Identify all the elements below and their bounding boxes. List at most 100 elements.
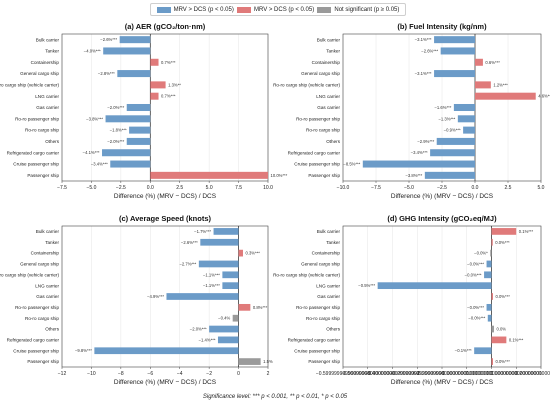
value-label: −9.8%***	[75, 348, 92, 353]
value-label: 0.0%***	[495, 359, 510, 364]
category-label: Passenger ship	[27, 359, 59, 364]
category-label: Cruise passenger ship	[294, 162, 340, 167]
value-label: −0.1%***	[455, 348, 472, 353]
bar	[440, 47, 475, 55]
value-label: −1.7%***	[194, 229, 211, 234]
bar	[238, 358, 261, 365]
x-tick-label: 0.0	[472, 185, 479, 191]
plot-frame	[61, 225, 269, 368]
value-label: 0.6%***	[485, 60, 500, 65]
x-tick-label: 2	[267, 371, 270, 377]
bar	[117, 70, 151, 78]
category-label: Ro-ro cargo ship	[306, 316, 340, 321]
value-label: 0.3%***	[245, 251, 260, 256]
bar	[475, 92, 536, 100]
bar	[105, 115, 151, 123]
category-label: Ro-ro passenger ship	[296, 305, 340, 310]
x-tick-label: 0.0	[147, 185, 154, 191]
category-label: Gas carrier	[36, 294, 59, 299]
value-label: −2.6%***	[421, 48, 438, 53]
x-tick-label: −5.0	[86, 185, 96, 191]
legend-swatch-blue	[156, 6, 171, 13]
x-tick-label: −10.0	[337, 185, 350, 191]
value-label: 10.0%***	[271, 173, 288, 178]
value-label: −0.0%***	[465, 272, 482, 277]
bar	[484, 271, 492, 279]
category-label: Passenger ship	[308, 359, 340, 364]
category-label: Ro-ro cargo ship (vehicle carrier)	[0, 82, 59, 87]
category-label: Ro-ro cargo ship	[25, 316, 59, 321]
footnote: Significance level: *** p < 0.001, ** p …	[202, 394, 348, 400]
category-label: Tanker	[326, 49, 340, 54]
x-tick-label: −0.29999999999999999	[390, 371, 445, 377]
category-label: Tanker	[326, 240, 340, 245]
bar	[102, 149, 151, 157]
value-label: −2.0%***	[107, 139, 124, 144]
value-label: −1.4%***	[199, 337, 216, 342]
category-label: Bulk carrier	[36, 37, 60, 42]
value-label: −0.9%***	[444, 128, 461, 133]
x-tick-label: 2.5	[176, 185, 183, 191]
bar	[436, 137, 475, 145]
x-tick-label: −6	[147, 371, 153, 377]
category-label: Containership	[312, 60, 341, 65]
category-label: Cruise passenger ship	[13, 162, 59, 167]
x-tick-label: −0.50000000000000000	[341, 371, 396, 377]
value-label: −3.8%***	[86, 116, 103, 121]
value-label: 4.6%***	[538, 94, 550, 99]
category-label: Refrigerated cargo carrier	[288, 150, 341, 155]
x-tick-label: 0.20000000000000001	[515, 371, 550, 377]
category-label: Containership	[312, 251, 341, 256]
category-label: Bulk carrier	[317, 37, 341, 42]
x-tick-label: −0.59999999999999998	[316, 371, 371, 377]
category-label: Ro-ro cargo ship (vehicle carrier)	[0, 272, 59, 277]
bar	[491, 336, 507, 344]
category-label: Tanker	[45, 240, 59, 245]
value-label: −1.1%***	[203, 272, 220, 277]
value-label: 0.7%***	[161, 60, 176, 65]
bar	[490, 249, 492, 257]
bar	[166, 293, 239, 300]
legend-item-red: MRV > DCS (p < 0.05)	[236, 6, 314, 13]
category-label: LNG carrier	[316, 94, 340, 99]
bar	[434, 36, 475, 44]
x-tick-label: −4	[177, 371, 183, 377]
bar	[126, 103, 151, 112]
value-label: −3.4%***	[411, 150, 428, 155]
x-tick-label: 5.0	[538, 185, 545, 191]
bar	[200, 238, 239, 246]
bar	[213, 228, 239, 235]
x-tick-label: 0	[237, 371, 240, 377]
bar	[491, 293, 493, 300]
category-label: Bulk carrier	[317, 229, 341, 234]
value-label: 1.5%	[263, 359, 273, 364]
x-axis-label: Difference (%) (MRV − DCS) / DCS	[391, 379, 494, 386]
value-label: −4.9%***	[147, 294, 164, 299]
bar	[475, 58, 483, 66]
x-axis-label: Difference (%) (MRV − DCS) / DCS	[114, 193, 217, 200]
bar	[362, 160, 475, 168]
category-label: Refrigerated cargo carrier	[7, 337, 60, 342]
bar	[222, 271, 239, 279]
category-label: Containership	[31, 251, 60, 256]
legend: MRV > DCS (p < 0.05) MRV > DCS (p < 0.05…	[150, 3, 406, 16]
value-label: −2.0%***	[190, 327, 207, 332]
legend-item-blue: MRV > DCS (p < 0.05)	[156, 6, 234, 13]
bar	[486, 303, 492, 311]
bar	[150, 92, 159, 100]
x-tick-label: −0.20000000000000001	[415, 371, 470, 377]
x-tick-label: 0.10000000000000001	[491, 371, 543, 377]
panel-title: (c) Average Speed (knots)	[119, 214, 211, 223]
bar	[491, 238, 493, 246]
value-label: 0.0%	[496, 327, 506, 332]
value-label: −1.3%***	[438, 116, 455, 121]
bar	[103, 47, 151, 55]
x-tick-label: −7.5	[57, 185, 67, 191]
bar	[222, 282, 239, 290]
bar	[119, 36, 151, 44]
x-tick-label: −2	[206, 371, 212, 377]
value-label: −2.9%***	[417, 139, 434, 144]
value-label: 0.7%***	[161, 94, 176, 99]
x-tick-label: −0.10000000000000001	[440, 371, 495, 377]
category-label: Others	[45, 327, 59, 332]
